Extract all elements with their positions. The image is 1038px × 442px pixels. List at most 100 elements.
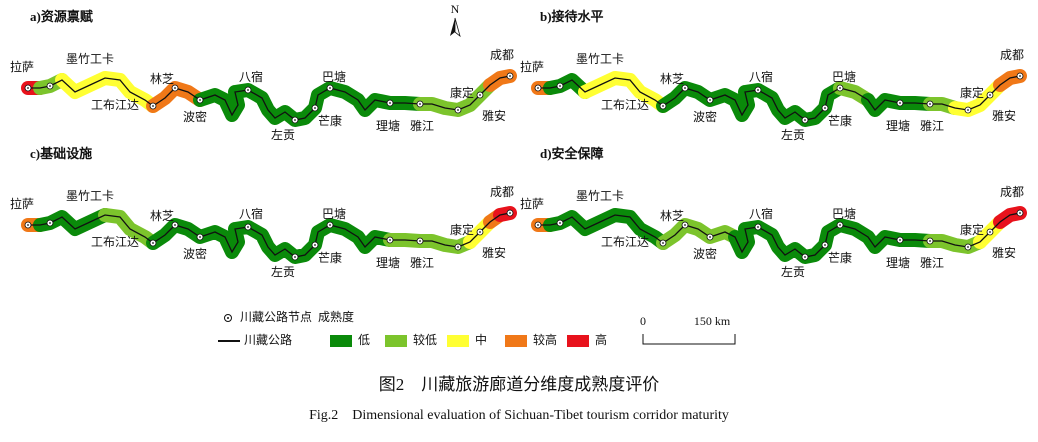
legend-title: 成熟度 [318, 309, 354, 324]
node-dot [199, 99, 201, 101]
node-dot [684, 87, 686, 89]
node-label: 工布江达 [601, 235, 649, 249]
node-dot [757, 226, 759, 228]
node-label: 左贡 [781, 127, 805, 142]
node-dot [929, 103, 931, 105]
node-label: 拉萨 [10, 196, 34, 211]
route-line [28, 212, 511, 258]
route-line [28, 75, 511, 121]
node-dot [662, 105, 664, 107]
node-dot [989, 231, 991, 233]
node-dot [152, 105, 154, 107]
node-dot [294, 256, 296, 258]
node-dot [479, 231, 481, 233]
node-dot [839, 87, 841, 89]
node-label: 雅安 [992, 245, 1016, 260]
node-dot [509, 75, 511, 77]
legend-swatch [330, 335, 352, 347]
node-label: 理塘 [886, 118, 910, 133]
node-label: 拉萨 [520, 196, 544, 211]
scale-end: 150 km [694, 314, 731, 328]
node-dot [559, 222, 561, 224]
node-dot [1019, 75, 1021, 77]
node-dot [899, 239, 901, 241]
node-label: 波密 [183, 246, 207, 261]
node-label: 康定 [450, 85, 474, 100]
node-dot [457, 109, 459, 111]
node-label: 工布江达 [91, 235, 139, 249]
node-dot [314, 107, 316, 109]
node-label: 理塘 [376, 118, 400, 133]
route-line [538, 75, 1021, 121]
node-label: 康定 [960, 222, 984, 237]
node-label: 雅安 [482, 245, 506, 260]
node-dot [199, 236, 201, 238]
node-label: 八宿 [239, 69, 263, 84]
route-segment [656, 218, 742, 250]
node-label: 巴塘 [322, 206, 346, 221]
node-label: 雅江 [920, 255, 944, 270]
node-label: 理塘 [886, 255, 910, 270]
node-label: 墨竹工卡 [576, 52, 624, 66]
node-dot [27, 224, 29, 226]
legend-swatch [567, 335, 589, 347]
node-label: 康定 [960, 85, 984, 100]
node-label: 波密 [693, 109, 717, 124]
node-dot [929, 240, 931, 242]
scale-start: 0 [640, 314, 646, 328]
node-label: 工布江达 [91, 98, 139, 112]
scale-bar: 0 150 km [640, 314, 736, 345]
legend-level: 较高 [533, 332, 557, 347]
node-dot [967, 109, 969, 111]
node-dot [804, 256, 806, 258]
node-label: 雅江 [920, 118, 944, 133]
node-dot [314, 244, 316, 246]
node-label: 芒康 [828, 113, 852, 128]
node-dot [247, 226, 249, 228]
node-label: 成都 [1000, 185, 1024, 199]
node-dot [49, 85, 51, 87]
node-dot [662, 242, 664, 244]
node-dot [804, 119, 806, 121]
node-label: 理塘 [376, 255, 400, 270]
legend-level: 中 [475, 332, 487, 347]
node-label: 拉萨 [520, 59, 544, 74]
legend-swatch [505, 335, 527, 347]
node-dot [389, 239, 391, 241]
legend-level: 高 [595, 332, 607, 347]
node-dot [839, 224, 841, 226]
node-dot [174, 87, 176, 89]
route-segment [656, 81, 847, 127]
route-line [538, 212, 1021, 258]
panel-title: b)接待水平 [540, 9, 604, 24]
node-dot [174, 224, 176, 226]
node-label: 巴塘 [832, 206, 856, 221]
node-label: 林芝 [660, 71, 684, 86]
node-label: 墨竹工卡 [576, 189, 624, 203]
node-dot [27, 87, 29, 89]
node-label: 林芝 [150, 208, 174, 223]
node-label: 拉萨 [10, 59, 34, 74]
node-label: 墨竹工卡 [66, 52, 114, 66]
node-dot [247, 89, 249, 91]
panel-title: c)基础设施 [30, 146, 92, 161]
node-label: 墨竹工卡 [66, 189, 114, 203]
panel-title: a)资源禀赋 [30, 9, 93, 24]
legend-node: 川藏公路节点 [240, 309, 312, 324]
node-dot [537, 224, 539, 226]
node-dot [709, 99, 711, 101]
node-label: 左贡 [271, 264, 295, 279]
north-arrow: N [450, 2, 461, 38]
node-label: 八宿 [749, 69, 773, 84]
caption-en: Fig.2 Dimensional evaluation of Sichuan-… [309, 408, 729, 423]
node-label: 芒康 [318, 250, 342, 265]
node-dot [419, 240, 421, 242]
node-dot [559, 85, 561, 87]
node-label: 成都 [1000, 48, 1024, 62]
caption-zh: 图2 川藏旅游廊道分维度成熟度评价 [379, 374, 660, 394]
node-label: 波密 [183, 109, 207, 124]
